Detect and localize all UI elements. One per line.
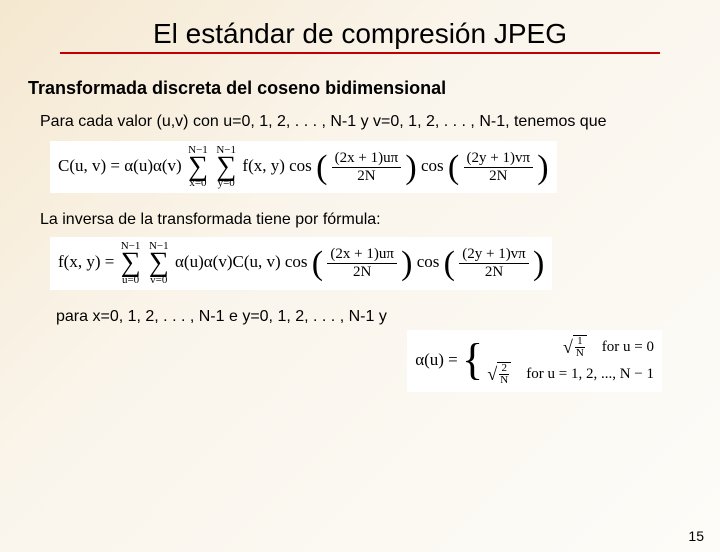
formula-inverse-row: f(x, y) = N−1 ∑ u=0 N−1 ∑ v=0 α(u)α(v)C(… (50, 237, 692, 289)
formula-mid2: cos (421, 156, 444, 175)
sum-u: N−1 ∑ u=0 (121, 241, 141, 285)
domain-text: para x=0, 1, 2, . . . , N-1 e y=0, 1, 2,… (56, 308, 692, 326)
alpha-case2: 2N for u = 1, 2, ..., N − 1 (487, 361, 654, 388)
formula-inv-lhs: f(x, y) = (58, 253, 119, 272)
slide-title: El estándar de compresión JPEG (72, 18, 648, 50)
formula-alpha: α(u) = { 1N for u = 0 2N for u = 1, 2, .… (407, 330, 662, 392)
formula-mid: f(x, y) cos (242, 156, 311, 175)
formula-alpha-row: α(u) = { 1N for u = 0 2N for u = 1, 2, .… (28, 330, 692, 392)
sum-x: N−1 ∑ x=0 (188, 145, 208, 189)
sum-v: N−1 ∑ v=0 (149, 241, 169, 285)
inv-cos2-frac: (2y + 1)vπ 2N (459, 247, 529, 280)
slide-title-box: El estándar de compresión JPEG (60, 12, 660, 54)
inv-cos1-frac: (2x + 1)uπ 2N (327, 247, 397, 280)
slide-content: Transformada discreta del coseno bidimen… (0, 54, 720, 392)
cos2-frac: (2y + 1)vπ 2N (464, 151, 534, 184)
page-number: 15 (688, 528, 704, 544)
intro-paragraph: Para cada valor (u,v) con u=0, 1, 2, . .… (40, 113, 692, 131)
alpha-lhs: α(u) = (415, 350, 462, 369)
formula-inv-mid2: cos (417, 253, 440, 272)
alpha-case1: 1N for u = 0 (487, 334, 654, 361)
section-subheading: Transformada discreta del coseno bidimen… (28, 78, 692, 99)
inverse-label: La inversa de la transformada tiene por … (40, 211, 692, 229)
sum-y: N−1 ∑ y=0 (216, 145, 236, 189)
formula-inv-mid: α(u)α(v)C(u, v) cos (175, 253, 308, 272)
cos1-frac: (2x + 1)uπ 2N (332, 151, 402, 184)
alpha-cases: 1N for u = 0 2N for u = 1, 2, ..., N − 1 (487, 334, 654, 388)
formula-inverse: f(x, y) = N−1 ∑ u=0 N−1 ∑ v=0 α(u)α(v)C(… (50, 237, 552, 289)
formula-forward: C(u, v) = α(u)α(v) N−1 ∑ x=0 N−1 ∑ y=0 f… (50, 141, 557, 193)
formula-lhs: C(u, v) = α(u)α(v) (58, 156, 182, 175)
formula-forward-row: C(u, v) = α(u)α(v) N−1 ∑ x=0 N−1 ∑ y=0 f… (50, 141, 692, 193)
